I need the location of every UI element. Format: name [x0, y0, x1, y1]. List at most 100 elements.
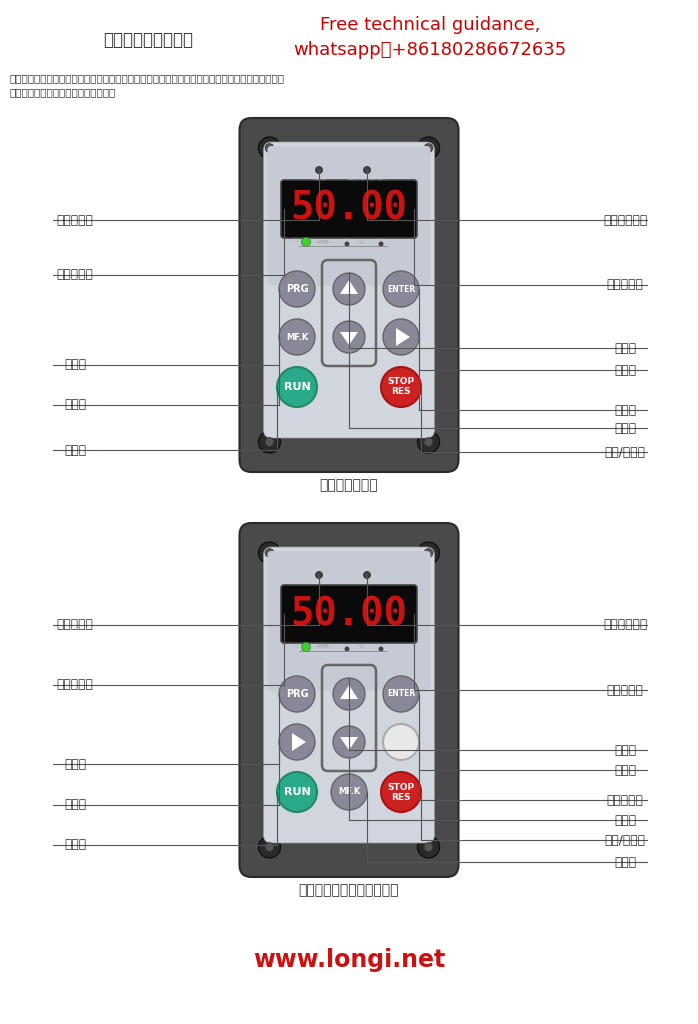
Text: 调速电位器: 调速电位器 — [607, 794, 644, 807]
Circle shape — [424, 437, 433, 446]
Text: PRG: PRG — [285, 284, 309, 294]
Text: LOCAL:REMOT: LOCAL:REMOT — [348, 175, 386, 180]
Text: 停机/复位键: 停机/复位键 — [604, 445, 646, 459]
Text: V: V — [379, 239, 383, 244]
Polygon shape — [396, 328, 410, 346]
Circle shape — [258, 431, 281, 453]
Text: 50.00: 50.00 — [290, 595, 408, 633]
Text: Free technical guidance,: Free technical guidance, — [320, 16, 540, 34]
Text: 功能键: 功能键 — [64, 398, 86, 412]
Text: 运行指示灯: 运行指示灯 — [57, 618, 94, 632]
Text: V: V — [379, 643, 383, 648]
FancyBboxPatch shape — [239, 118, 459, 472]
Circle shape — [364, 167, 371, 173]
Text: 单位指示灯: 单位指示灯 — [607, 279, 644, 292]
Text: 确认键: 确认键 — [614, 764, 636, 776]
Circle shape — [279, 724, 315, 760]
Circle shape — [315, 571, 322, 579]
Text: 递增键: 递增键 — [614, 743, 636, 757]
Text: RUN: RUN — [312, 175, 326, 180]
Text: %: % — [359, 240, 364, 245]
Circle shape — [315, 167, 322, 173]
Text: 运行键: 运行键 — [64, 839, 86, 852]
Circle shape — [381, 367, 421, 407]
Circle shape — [279, 271, 315, 307]
Text: 50.00: 50.00 — [290, 190, 408, 228]
Circle shape — [345, 242, 350, 247]
Circle shape — [424, 549, 433, 557]
Text: —RPM—: —RPM— — [314, 240, 334, 245]
Circle shape — [258, 137, 281, 159]
Text: A: A — [346, 239, 349, 244]
Polygon shape — [340, 737, 358, 750]
Text: 停机/复位键: 停机/复位键 — [604, 834, 646, 847]
Text: MF.K: MF.K — [286, 333, 308, 341]
Text: STOP: STOP — [387, 782, 415, 792]
Text: 用操作面板，可对变频器进行功能参数修改、变频器工作状态监控和变频器运行控制（起动、停止）: 用操作面板，可对变频器进行功能参数修改、变频器工作状态监控和变频器运行控制（起动… — [10, 73, 285, 83]
Text: 数据显示区: 数据显示区 — [57, 679, 94, 691]
FancyBboxPatch shape — [239, 523, 459, 877]
Polygon shape — [340, 685, 358, 699]
Text: 移位键: 移位键 — [614, 403, 636, 417]
Circle shape — [383, 271, 419, 307]
Text: RUN: RUN — [312, 581, 326, 586]
Text: ENTER: ENTER — [387, 689, 415, 698]
Text: RES: RES — [392, 793, 410, 802]
Circle shape — [383, 724, 419, 760]
Circle shape — [279, 676, 315, 712]
Circle shape — [333, 726, 365, 758]
Circle shape — [333, 678, 365, 710]
Text: %: % — [359, 644, 364, 649]
Text: 等操作，其外型及功能区如下图所示：: 等操作，其外型及功能区如下图所示： — [10, 87, 117, 97]
Text: RUN: RUN — [283, 787, 311, 797]
Text: RES: RES — [392, 387, 410, 396]
Text: 带电位器的外引键盘示意图: 带电位器的外引键盘示意图 — [299, 883, 399, 897]
Text: 运行键: 运行键 — [64, 443, 86, 457]
Circle shape — [279, 319, 315, 355]
Text: 递减键: 递减键 — [614, 813, 636, 826]
Text: 移位键: 移位键 — [64, 799, 86, 811]
Circle shape — [302, 238, 311, 247]
Circle shape — [265, 549, 274, 557]
Text: PRG: PRG — [285, 689, 309, 699]
FancyBboxPatch shape — [271, 653, 427, 677]
Circle shape — [417, 137, 440, 159]
Text: 递减键: 递减键 — [614, 422, 636, 434]
Text: A: A — [346, 643, 349, 648]
Circle shape — [424, 843, 433, 851]
FancyBboxPatch shape — [267, 551, 431, 690]
Circle shape — [381, 772, 421, 812]
Text: ENTER: ENTER — [387, 285, 415, 294]
Circle shape — [331, 774, 367, 810]
Text: LOCAL:REMOT: LOCAL:REMOT — [348, 581, 386, 586]
Circle shape — [258, 836, 281, 858]
Text: Hz: Hz — [292, 643, 299, 648]
Circle shape — [424, 143, 433, 153]
Circle shape — [378, 242, 383, 247]
Circle shape — [265, 143, 274, 153]
Text: 操作面板示意图: 操作面板示意图 — [320, 478, 378, 492]
Text: MF.K: MF.K — [338, 787, 360, 797]
Text: —RPM—: —RPM— — [314, 644, 334, 649]
Circle shape — [417, 431, 440, 453]
FancyBboxPatch shape — [281, 585, 417, 643]
Text: Hz: Hz — [292, 239, 299, 244]
Text: 编程键: 编程键 — [64, 358, 86, 372]
Circle shape — [277, 772, 317, 812]
Polygon shape — [340, 332, 358, 345]
Text: 命令源指示灯: 命令源指示灯 — [603, 618, 647, 632]
FancyBboxPatch shape — [264, 142, 434, 438]
Circle shape — [302, 642, 311, 651]
Circle shape — [417, 542, 440, 564]
Text: 功能键: 功能键 — [614, 855, 636, 868]
Polygon shape — [340, 280, 358, 294]
Circle shape — [364, 571, 371, 579]
Text: 递增键: 递增键 — [614, 341, 636, 354]
Text: 编程键: 编程键 — [64, 758, 86, 770]
Circle shape — [277, 367, 317, 407]
Circle shape — [345, 646, 350, 651]
Circle shape — [265, 843, 274, 851]
Text: 确认键: 确认键 — [614, 364, 636, 377]
Text: 数据显示区: 数据显示区 — [57, 268, 94, 282]
Circle shape — [383, 676, 419, 712]
